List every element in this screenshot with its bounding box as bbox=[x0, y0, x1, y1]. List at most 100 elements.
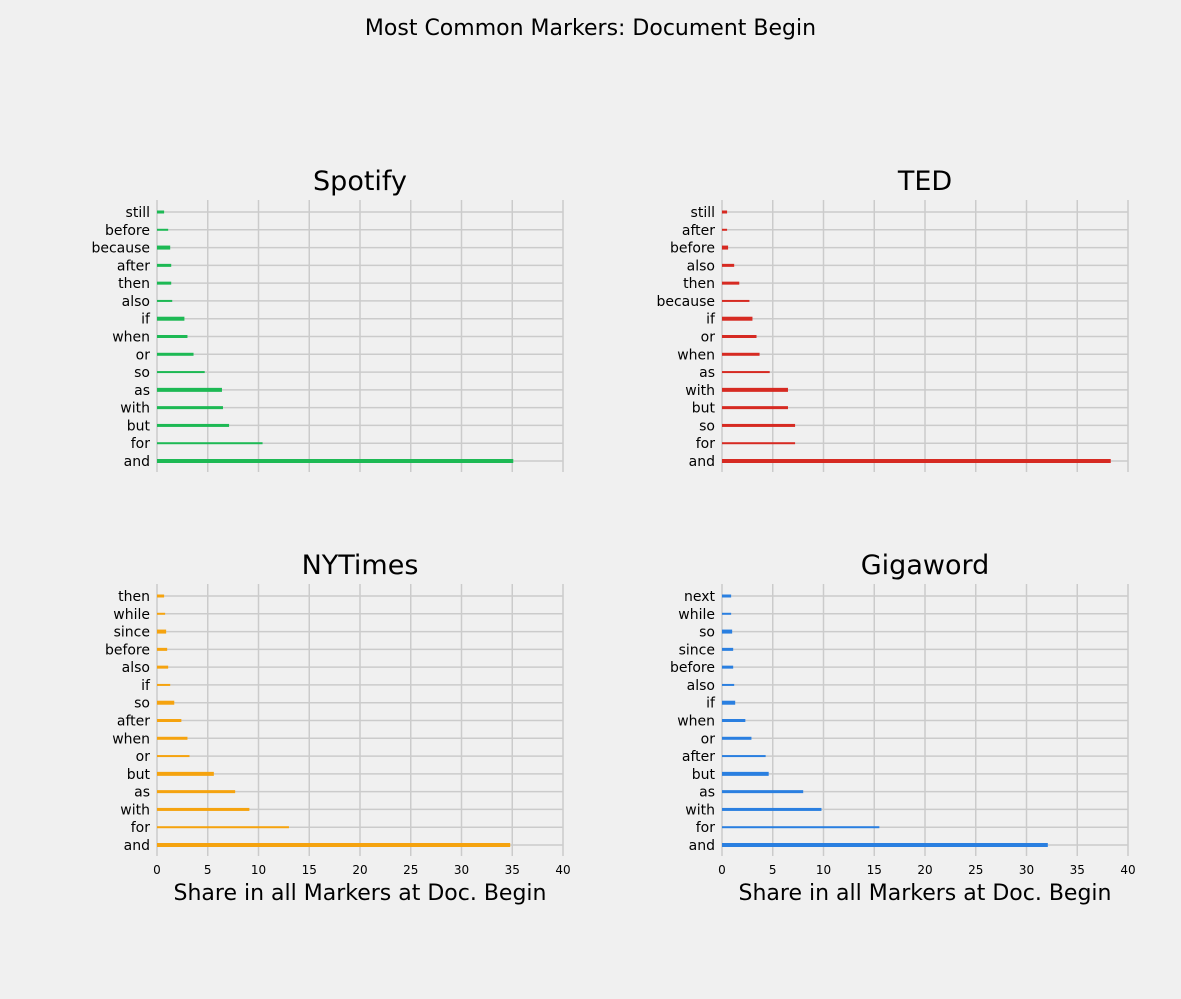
bar bbox=[722, 700, 736, 705]
category-label: also bbox=[122, 294, 150, 310]
bar bbox=[157, 843, 511, 847]
bar bbox=[722, 442, 796, 445]
category-label: with bbox=[685, 802, 715, 818]
category-label: after bbox=[117, 258, 150, 274]
x-tick-label: 0 bbox=[153, 863, 161, 877]
category-label: then bbox=[118, 589, 150, 605]
bar bbox=[157, 442, 263, 445]
category-label: still bbox=[691, 205, 715, 221]
category-label: when bbox=[112, 731, 150, 747]
category-label: since bbox=[114, 625, 150, 641]
category-label: so bbox=[699, 625, 715, 641]
category-label: with bbox=[685, 383, 715, 399]
bar bbox=[157, 771, 214, 776]
category-label: when bbox=[112, 330, 150, 346]
bar bbox=[157, 423, 230, 427]
category-label: with bbox=[120, 401, 150, 417]
bar bbox=[157, 263, 172, 267]
panel-title: NYTimes bbox=[302, 550, 419, 581]
category-label: but bbox=[692, 767, 716, 783]
bar bbox=[157, 371, 205, 374]
bar bbox=[157, 807, 250, 811]
bar bbox=[722, 665, 734, 669]
bar bbox=[157, 459, 514, 463]
category-label: before bbox=[105, 223, 150, 239]
panel-title: Spotify bbox=[313, 166, 407, 197]
bar bbox=[722, 683, 735, 686]
category-label: because bbox=[656, 294, 715, 310]
category-label: since bbox=[679, 642, 715, 658]
bar bbox=[722, 335, 757, 338]
bar bbox=[722, 826, 880, 829]
x-tick-label: 30 bbox=[454, 863, 469, 877]
bar bbox=[157, 826, 289, 829]
bar bbox=[722, 612, 732, 615]
bar bbox=[722, 406, 788, 410]
bar bbox=[722, 316, 753, 321]
x-tick-label: 30 bbox=[1019, 863, 1034, 877]
bar bbox=[157, 299, 173, 302]
category-label: as bbox=[134, 785, 150, 801]
x-tick-label: 15 bbox=[867, 863, 882, 877]
bar bbox=[157, 387, 222, 392]
category-label: while bbox=[113, 607, 150, 623]
category-label: so bbox=[699, 418, 715, 434]
category-label: after bbox=[682, 749, 715, 765]
category-label: for bbox=[696, 820, 715, 836]
bar bbox=[722, 647, 734, 651]
category-label: before bbox=[670, 241, 715, 257]
category-label: also bbox=[687, 678, 715, 694]
x-tick-label: 40 bbox=[555, 863, 570, 877]
category-label: while bbox=[678, 607, 715, 623]
bar bbox=[722, 807, 822, 811]
category-label: so bbox=[134, 696, 150, 712]
bar bbox=[722, 371, 770, 374]
category-label: when bbox=[677, 714, 715, 730]
bar bbox=[157, 790, 236, 794]
bar bbox=[722, 352, 760, 356]
bar bbox=[157, 683, 171, 686]
category-label: when bbox=[677, 347, 715, 363]
x-axis-label: Share in all Markers at Doc. Begin bbox=[174, 881, 547, 906]
category-label: before bbox=[105, 642, 150, 658]
category-label: after bbox=[682, 223, 715, 239]
bar bbox=[157, 665, 169, 669]
x-tick-label: 5 bbox=[204, 863, 212, 877]
bar bbox=[157, 245, 171, 250]
bar bbox=[157, 210, 165, 214]
category-label: so bbox=[134, 365, 150, 381]
x-tick-label: 40 bbox=[1120, 863, 1135, 877]
bar bbox=[157, 281, 172, 285]
category-label: also bbox=[122, 660, 150, 676]
category-label: and bbox=[124, 454, 150, 470]
category-label: with bbox=[120, 802, 150, 818]
category-label: but bbox=[127, 418, 151, 434]
bar bbox=[157, 700, 175, 705]
bar bbox=[157, 594, 165, 598]
bar bbox=[157, 228, 169, 231]
category-label: also bbox=[687, 258, 715, 274]
bar bbox=[722, 299, 750, 302]
category-label: as bbox=[699, 785, 715, 801]
panel-title: Gigaword bbox=[861, 550, 989, 581]
x-tick-label: 20 bbox=[917, 863, 932, 877]
bar bbox=[157, 755, 190, 758]
category-label: next bbox=[684, 589, 716, 605]
bar bbox=[157, 352, 194, 356]
bar bbox=[722, 629, 733, 634]
bar bbox=[722, 755, 766, 758]
category-label: then bbox=[118, 276, 150, 292]
x-tick-label: 35 bbox=[1070, 863, 1085, 877]
bar bbox=[722, 736, 752, 740]
bar bbox=[722, 719, 746, 722]
bar bbox=[157, 719, 182, 722]
x-tick-label: 15 bbox=[302, 863, 317, 877]
category-label: but bbox=[692, 401, 716, 417]
x-tick-label: 25 bbox=[968, 863, 983, 877]
category-label: but bbox=[127, 767, 151, 783]
bar bbox=[157, 335, 188, 338]
bar bbox=[157, 316, 185, 321]
category-label: before bbox=[670, 660, 715, 676]
bar bbox=[157, 629, 167, 634]
bar bbox=[722, 228, 728, 231]
